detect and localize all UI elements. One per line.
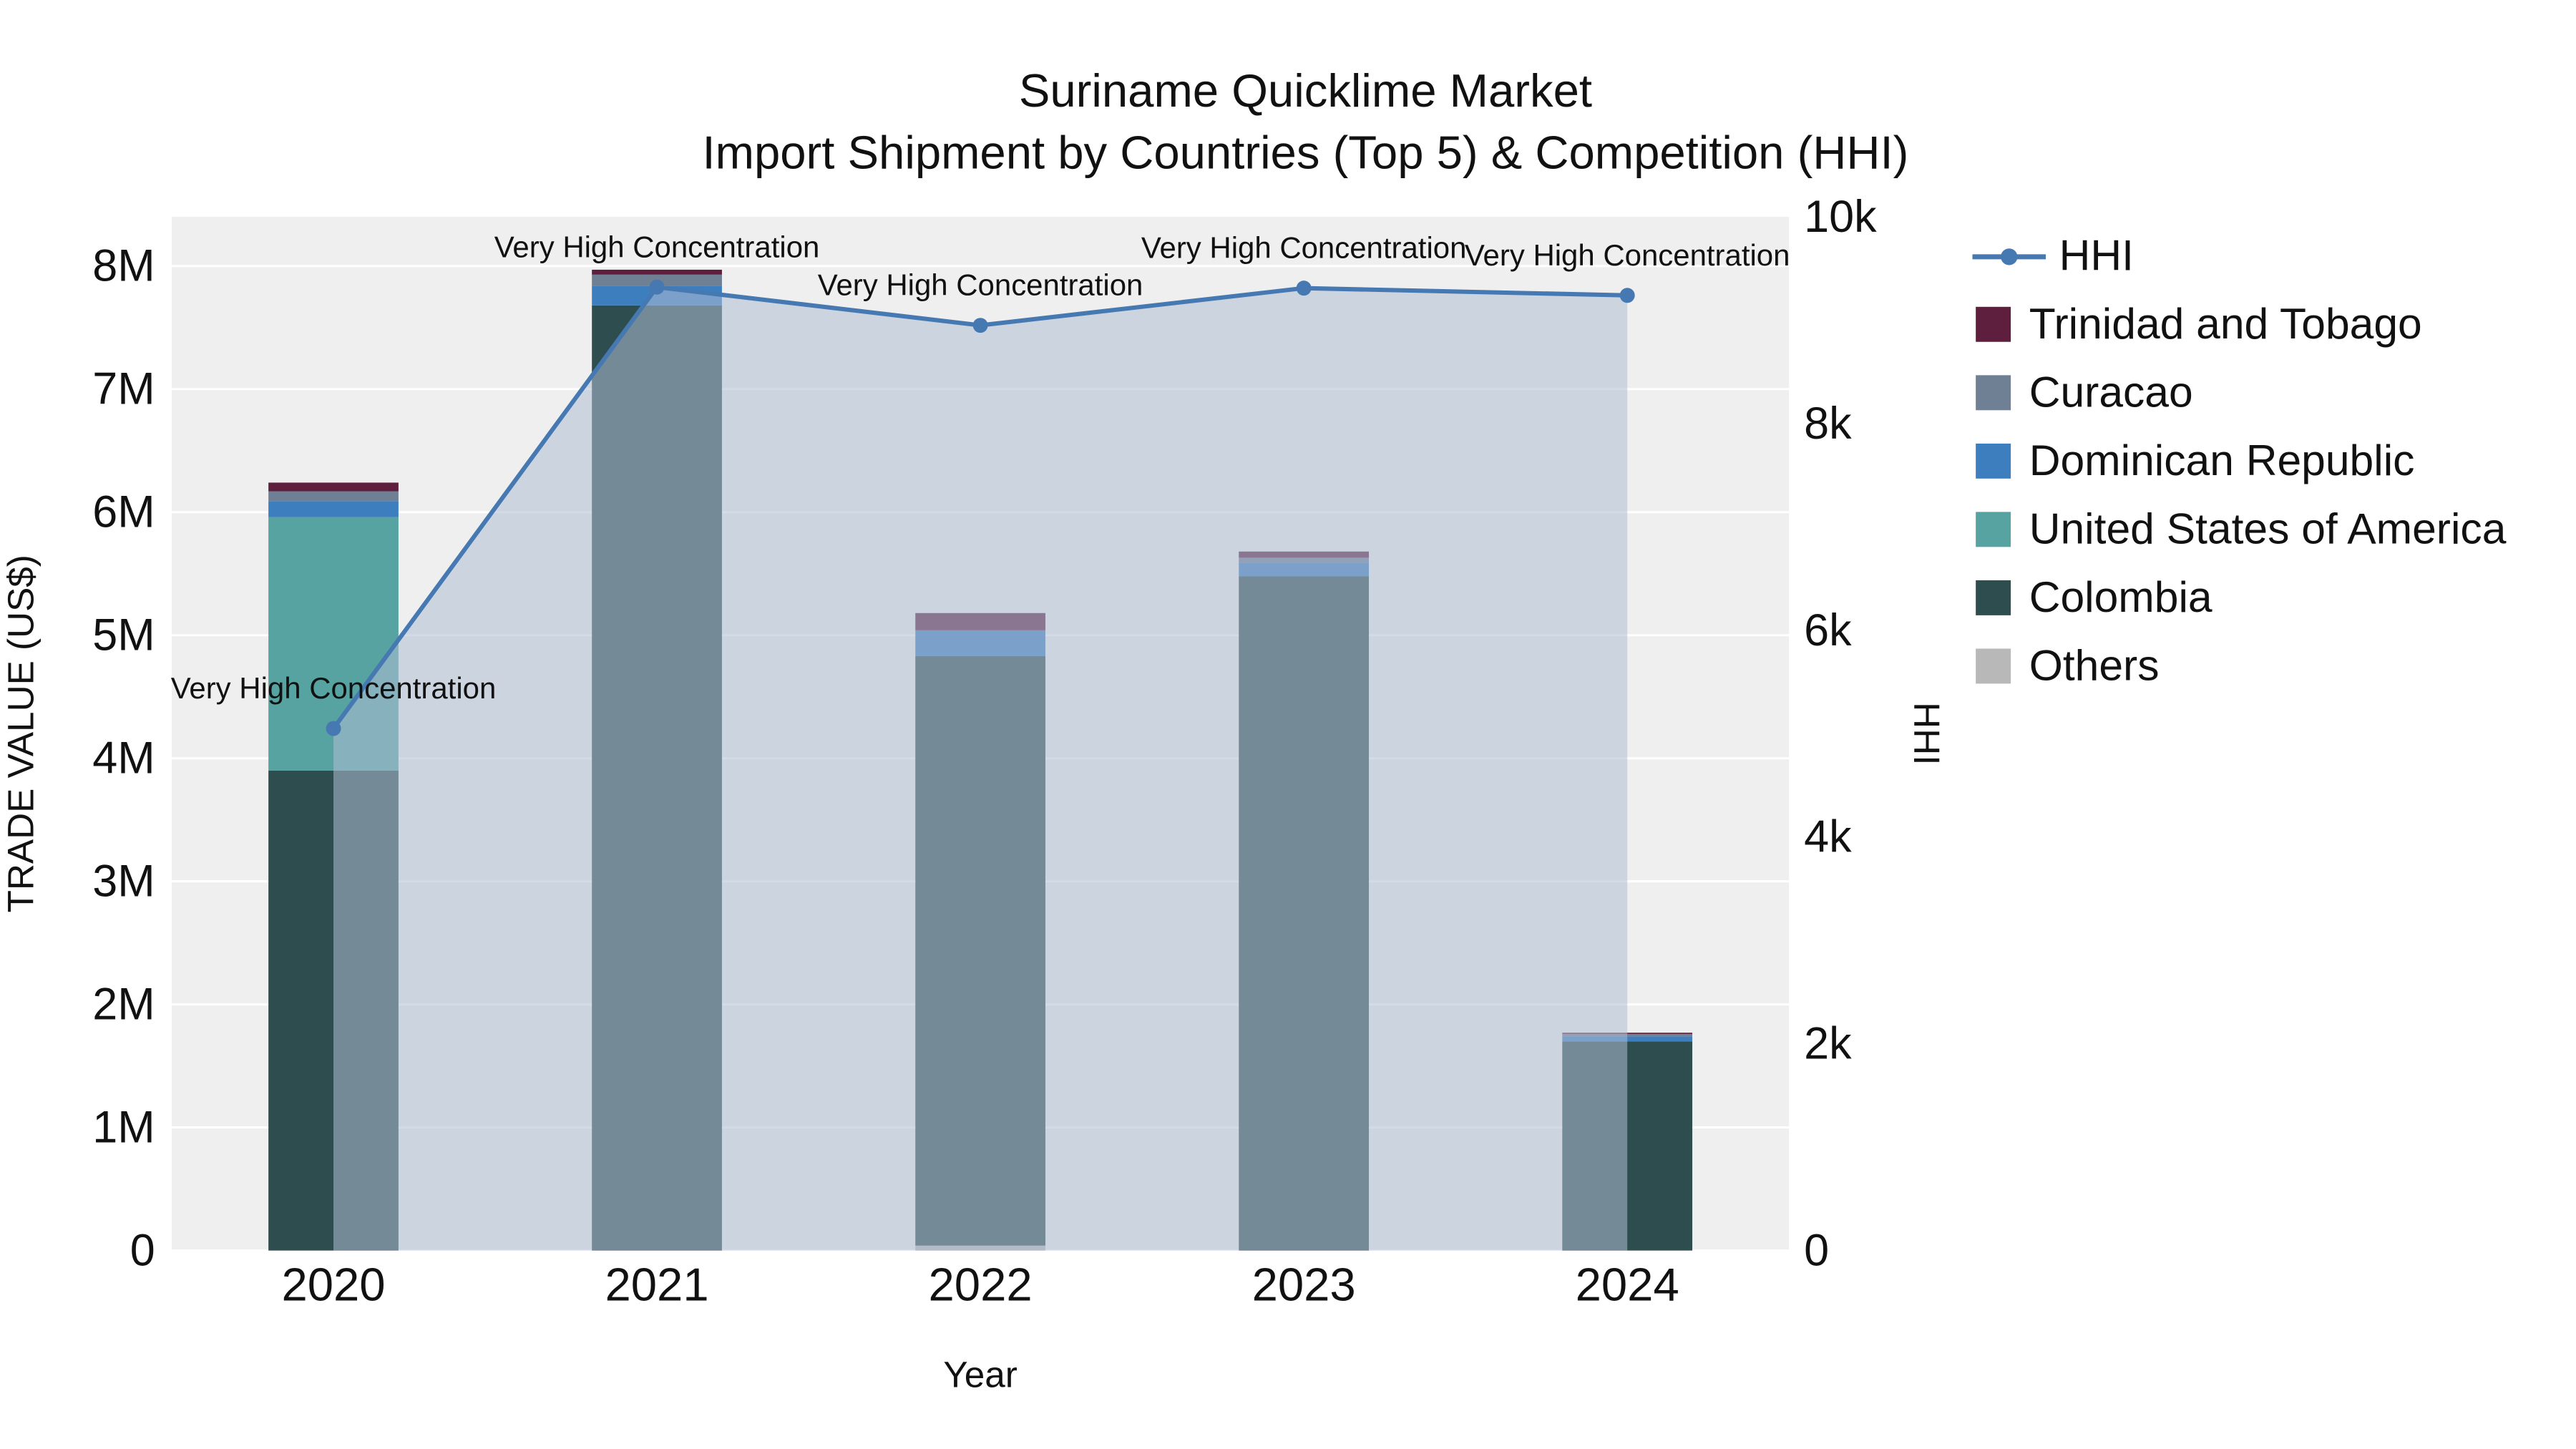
legend-label: Dominican Republic [2029, 436, 2415, 484]
legend-swatch [1976, 375, 2011, 411]
chart-title-line1: Suriname Quicklime Market [1019, 64, 1592, 117]
y-right-tick-label: 6k [1804, 605, 1852, 655]
y-left-tick-label: 8M [92, 241, 155, 291]
x-tick-label-2023: 2023 [1252, 1259, 1356, 1311]
y-right-tick-label: 8k [1804, 399, 1852, 449]
x-tick-label-2024: 2024 [1576, 1259, 1679, 1311]
bar-segment-dominican-republic-2020 [268, 501, 399, 517]
hhi-annotation-2021: Very High Concentration [494, 230, 820, 263]
legend-item-trinidad-and-tobago: Trinidad and Tobago [1976, 299, 2422, 348]
x-axis-title: Year [943, 1355, 1018, 1395]
hhi-marker-2020 [326, 721, 341, 736]
legend-swatch [1976, 648, 2011, 684]
hhi-area [333, 287, 1628, 1251]
hhi-annotation-2024: Very High Concentration [1465, 238, 1790, 272]
legend-line-marker [2001, 248, 2018, 265]
legend-item-dominican-republic: Dominican Republic [1976, 436, 2414, 484]
legend-swatch [1976, 512, 2011, 547]
bar-segment-trinidad-and-tobago-2021 [592, 269, 722, 275]
y-axis-title-left: TRADE VALUE (US$) [1, 555, 42, 912]
y-right-tick-label: 4k [1804, 812, 1852, 862]
legend-swatch [1976, 443, 2011, 479]
legend-label: Curacao [2029, 368, 2193, 416]
bar-segment-curacao-2020 [268, 491, 399, 502]
legend-item-hhi: HHI [1972, 231, 2134, 280]
legend-label: United States of America [2029, 504, 2507, 553]
hhi-annotation-2023: Very High Concentration [1141, 231, 1467, 265]
legend-swatch [1976, 306, 2011, 342]
y-left-tick-label: 1M [92, 1103, 155, 1153]
x-tick-label-2021: 2021 [605, 1259, 708, 1311]
y-left-tick-label: 6M [92, 487, 155, 537]
x-tick-label-2020: 2020 [281, 1259, 385, 1311]
legend-item-colombia: Colombia [1976, 572, 2212, 621]
y-axis-title-right: HHI [1906, 702, 1947, 765]
bar-segment-trinidad-and-tobago-2020 [268, 482, 399, 492]
y-right-tick-label: 0 [1804, 1226, 1829, 1276]
y-left-tick-label: 5M [92, 610, 155, 660]
hhi-marker-2021 [649, 279, 665, 295]
legend-label: Trinidad and Tobago [2029, 299, 2422, 348]
legend-item-curacao: Curacao [1976, 368, 2193, 416]
legend-label: HHI [2059, 231, 2134, 280]
chart-title-line2: Import Shipment by Countries (Top 5) & C… [703, 126, 1909, 178]
hhi-annotation-2022: Very High Concentration [818, 268, 1143, 302]
legend-item-others: Others [1976, 641, 2160, 690]
y-right-tick-label: 10k [1804, 192, 1877, 242]
y-right-tick-label: 2k [1804, 1019, 1852, 1069]
legend-swatch [1976, 580, 2011, 615]
legend-item-united-states-of-america: United States of America [1976, 504, 2507, 553]
legend-label: Colombia [2029, 572, 2212, 621]
hhi-marker-2022 [972, 318, 988, 333]
y-left-tick-label: 0 [130, 1226, 155, 1276]
hhi-marker-2023 [1296, 280, 1312, 296]
y-left-tick-label: 2M [92, 980, 155, 1030]
hhi-annotation-2020: Very High Concentration [171, 671, 497, 705]
hhi-marker-2024 [1619, 288, 1635, 303]
legend: HHI Trinidad and Tobago Curacao Dominican R… [1972, 231, 2507, 690]
y-left-tick-label: 7M [92, 364, 155, 414]
y-left-tick-label: 4M [92, 733, 155, 784]
x-tick-label-2022: 2022 [929, 1259, 1033, 1311]
legend-label: Others [2029, 641, 2160, 690]
y-left-tick-label: 3M [92, 857, 155, 907]
